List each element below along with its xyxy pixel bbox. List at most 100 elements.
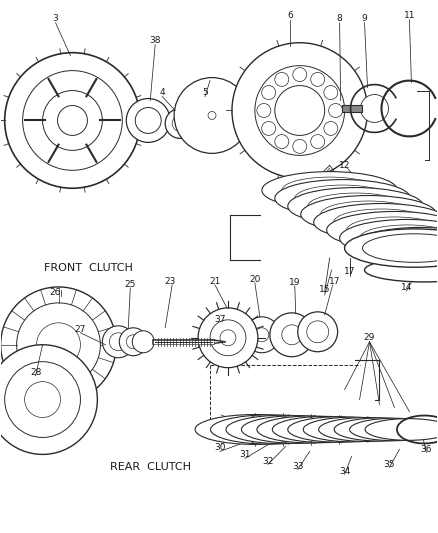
Circle shape (172, 116, 188, 132)
Circle shape (132, 331, 154, 353)
Circle shape (282, 325, 302, 345)
Ellipse shape (327, 212, 438, 249)
Ellipse shape (334, 418, 427, 441)
Ellipse shape (211, 415, 327, 444)
Ellipse shape (303, 417, 402, 442)
Circle shape (210, 320, 246, 356)
Text: 20: 20 (249, 276, 261, 285)
Circle shape (232, 43, 367, 178)
Text: FRONT  CLUTCH: FRONT CLUTCH (44, 263, 133, 273)
Text: 5: 5 (202, 88, 208, 97)
Text: 34: 34 (339, 467, 350, 476)
Circle shape (42, 91, 102, 150)
Circle shape (324, 86, 338, 100)
Ellipse shape (245, 420, 321, 439)
Ellipse shape (226, 415, 339, 443)
Circle shape (275, 135, 289, 149)
Circle shape (255, 328, 269, 342)
Circle shape (23, 71, 122, 171)
Text: 14: 14 (401, 284, 412, 293)
Circle shape (293, 140, 307, 154)
Circle shape (360, 94, 389, 123)
Text: 29: 29 (364, 333, 375, 342)
Circle shape (5, 362, 81, 438)
Ellipse shape (262, 172, 397, 209)
Circle shape (257, 103, 271, 117)
Text: 4: 4 (159, 88, 165, 97)
Ellipse shape (345, 229, 438, 267)
Circle shape (298, 312, 338, 352)
Ellipse shape (260, 420, 334, 439)
Circle shape (110, 333, 127, 351)
Ellipse shape (288, 417, 389, 442)
Bar (342, 104, 361, 112)
Ellipse shape (241, 416, 352, 443)
Ellipse shape (308, 193, 403, 220)
Circle shape (208, 111, 216, 119)
Ellipse shape (372, 233, 438, 259)
Ellipse shape (321, 201, 417, 228)
Text: 33: 33 (292, 462, 304, 471)
Text: 26: 26 (50, 288, 61, 297)
Text: 21: 21 (209, 278, 221, 286)
Text: 27: 27 (75, 325, 86, 334)
Text: 37: 37 (214, 316, 226, 324)
Circle shape (57, 106, 88, 135)
Circle shape (135, 108, 161, 133)
Ellipse shape (215, 419, 295, 439)
Circle shape (293, 68, 307, 82)
Circle shape (25, 382, 60, 417)
Ellipse shape (339, 220, 438, 257)
Circle shape (311, 72, 325, 86)
Text: 38: 38 (149, 36, 161, 45)
Ellipse shape (319, 417, 414, 441)
Ellipse shape (275, 180, 410, 217)
Circle shape (261, 122, 276, 135)
Text: 9: 9 (362, 14, 367, 23)
Circle shape (328, 103, 343, 117)
Text: 15: 15 (319, 286, 330, 294)
Ellipse shape (288, 188, 424, 225)
Text: 31: 31 (239, 450, 251, 459)
Text: 32: 32 (262, 457, 274, 466)
Ellipse shape (365, 418, 438, 440)
Ellipse shape (301, 196, 436, 233)
Circle shape (126, 335, 140, 349)
Text: 30: 30 (214, 443, 226, 452)
Ellipse shape (272, 416, 377, 442)
Circle shape (198, 308, 258, 368)
Circle shape (126, 99, 170, 142)
Ellipse shape (230, 420, 308, 439)
Ellipse shape (257, 416, 364, 443)
Text: 17: 17 (329, 278, 340, 286)
Circle shape (165, 109, 195, 139)
Ellipse shape (363, 234, 438, 262)
Circle shape (102, 326, 134, 358)
Text: 25: 25 (124, 280, 136, 289)
Text: 8: 8 (337, 14, 343, 23)
Text: 28: 28 (30, 368, 41, 377)
Circle shape (37, 323, 81, 367)
Text: 36: 36 (420, 445, 432, 454)
Circle shape (307, 321, 328, 343)
Text: 3: 3 (53, 14, 58, 23)
Text: 13: 13 (413, 255, 425, 264)
Circle shape (275, 86, 325, 135)
Text: 12: 12 (339, 161, 350, 170)
Text: 11: 11 (404, 11, 415, 20)
Ellipse shape (350, 418, 438, 441)
Text: 6: 6 (287, 11, 293, 20)
Ellipse shape (353, 228, 438, 265)
Ellipse shape (346, 217, 438, 243)
Text: REAR  CLUTCH: REAR CLUTCH (110, 462, 191, 472)
Text: 17: 17 (344, 268, 355, 277)
Circle shape (270, 313, 314, 357)
Text: 35: 35 (384, 460, 395, 469)
Ellipse shape (334, 209, 429, 235)
Circle shape (261, 86, 276, 100)
Ellipse shape (364, 258, 438, 282)
Circle shape (244, 317, 280, 353)
Circle shape (275, 72, 289, 86)
Ellipse shape (282, 177, 378, 204)
Ellipse shape (360, 225, 438, 251)
